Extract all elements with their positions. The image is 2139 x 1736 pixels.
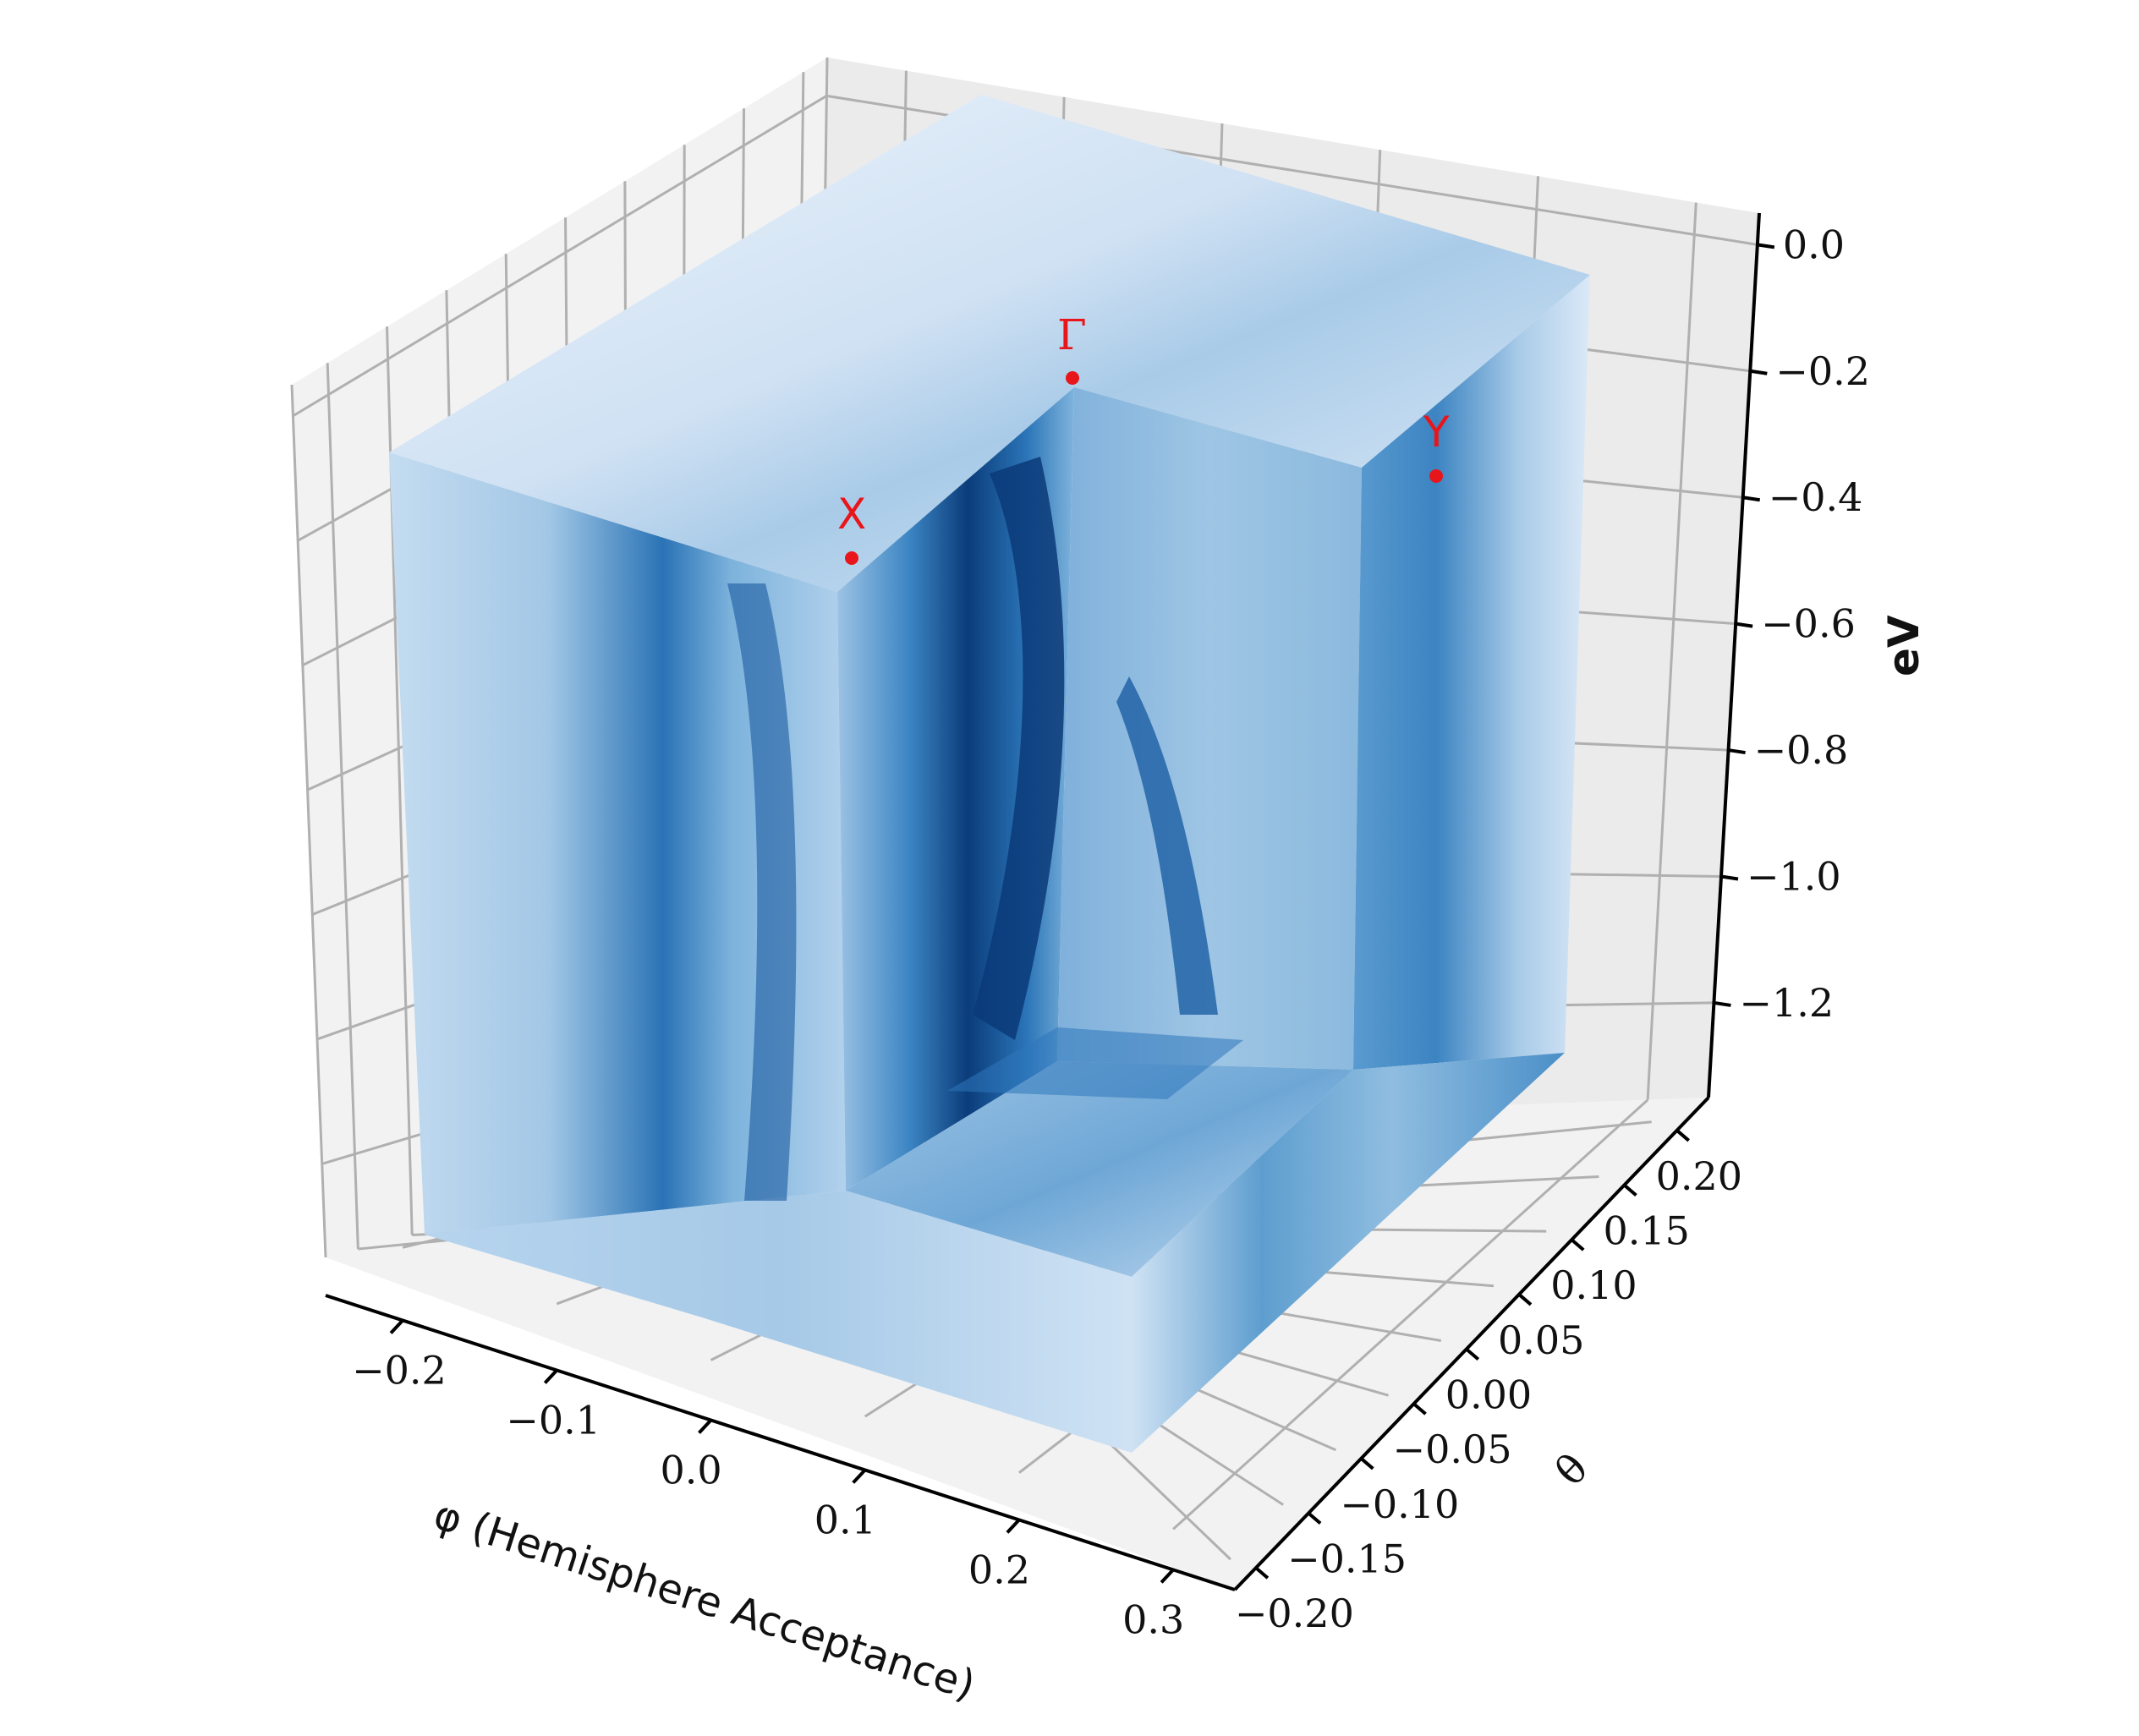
z-tick [1714,1000,1731,1007]
y-tick [1254,1566,1270,1580]
x-tick-label: 0.0 [661,1447,722,1492]
x-tick [698,1419,712,1434]
floor-grid-line [1172,1098,1649,1531]
axis-lines [325,212,1761,1591]
y-axis-ticks: −0.20 −0.15 −0.10 −0.05 0.00 0.05 0.10 0.15 0.20 [1235,1129,1742,1636]
x-tick-label: 0.2 [968,1547,1030,1592]
z-tick-label: −1.2 [1739,980,1834,1026]
y-tick-label: 0.20 [1656,1153,1742,1199]
y-tick-label: 0.05 [1498,1317,1584,1363]
y-tick [1307,1511,1322,1525]
x-tick-label: −0.2 [352,1347,447,1393]
z-tick [1749,369,1768,375]
y-point-marker [1429,469,1443,483]
y-tick [1465,1347,1480,1361]
z-tick [1720,874,1739,881]
x-tick [543,1369,558,1384]
y-tick-label: −0.10 [1340,1481,1459,1527]
x-tick [389,1319,404,1334]
gamma-point-marker [1066,371,1079,385]
y-point-label: Y [1423,408,1450,457]
x-tick-label: −0.1 [506,1397,601,1443]
y-tick [1517,1293,1533,1306]
x-tick-label: 0.3 [1122,1596,1184,1642]
x-axis-line [325,1294,1236,1591]
y-tick [1360,1457,1374,1470]
z-tick-label: −0.6 [1761,601,1856,647]
z-tick [1742,496,1761,502]
volume-top-face [389,95,1590,592]
left-grid-line [326,363,359,1250]
x-point-label: X [837,490,866,539]
x-point-marker [845,551,858,565]
volume-cut-floor [846,1061,1353,1277]
z-tick-label: −1.0 [1747,854,1841,900]
x-tick [1160,1569,1175,1584]
y-tick-label: 0.15 [1603,1208,1689,1253]
x-tick [1006,1519,1021,1534]
z-axis-ticks: 0.0 −0.2 −0.4 −0.6 −0.8 −1.0 −1.2 [1714,222,1870,1026]
x-tick [852,1469,867,1484]
x-axis-ticks: −0.2 −0.1 0.0 0.1 0.2 0.3 [352,1319,1184,1642]
z-tick-label: 0.0 [1783,222,1845,267]
x-tick-label: 0.1 [814,1497,876,1542]
y-axis-label: θ [1546,1445,1597,1496]
volume-right-face [1353,275,1590,1070]
volume-bottom-right-face [1132,1053,1565,1453]
y-tick-label: −0.15 [1287,1536,1407,1581]
back-grid-line [1646,202,1697,1100]
y-tick-label: −0.20 [1235,1591,1354,1636]
volume-cut-back-wall [1057,387,1362,1070]
z-tick-label: −0.8 [1754,727,1849,773]
dispersion-feature-front [727,583,797,1201]
z-tick [1735,622,1753,628]
gamma-point-label: Γ [1057,310,1087,359]
z-axis-label: eV [1879,615,1928,676]
y-tick-label: 0.00 [1445,1372,1532,1417]
z-tick-label: −0.4 [1769,474,1863,520]
dispersion-feature-back [1116,676,1218,1015]
y-axis-line [1233,1096,1710,1591]
pane-edge-left [290,384,327,1258]
z-tick-label: −0.2 [1775,348,1870,394]
data-volume [389,95,1590,1453]
y-tick-label: −0.05 [1393,1427,1512,1472]
dispersion-feature-inner [973,457,1065,1040]
kpoint-annotations: Γ X Y [837,310,1450,565]
y-tick [1570,1238,1585,1251]
y-tick-label: 0.10 [1550,1262,1637,1308]
z-axis-line [1707,212,1761,1098]
z-tick [1757,243,1775,249]
volume-front-left-face [389,452,846,1235]
dispersion-feature-floor [947,1027,1243,1099]
volume-bottom-front-face [425,1191,1132,1453]
z-tick [1728,748,1746,755]
y-tick [1623,1183,1637,1197]
x-axis-label: φ (Hemisphere Acceptance) [428,1491,980,1710]
y-tick [1412,1402,1427,1416]
y-tick [1676,1129,1690,1142]
